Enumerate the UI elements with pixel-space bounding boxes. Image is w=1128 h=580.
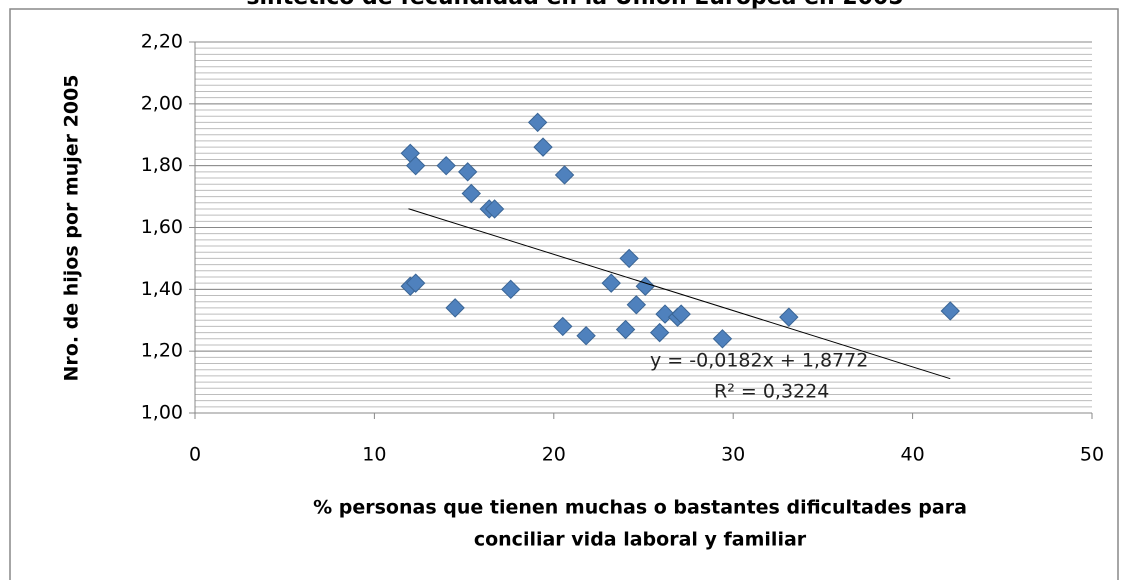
x-axis-title: % personas que tienen muchas o bastantes… [313,497,967,519]
trendline [408,208,951,380]
y-tick-label: 2,20 [141,31,183,53]
point [940,301,960,321]
y-tick-label: 1,00 [141,402,183,424]
point [501,279,521,300]
point [527,112,548,133]
x-tick-label: 40 [901,444,925,466]
chart-frame [9,8,1119,580]
point [445,298,465,318]
x-tick-label: 10 [362,444,386,466]
point [649,322,670,343]
x-tick-label: 50 [1080,444,1104,466]
point [626,295,647,315]
x-tick-label: 20 [542,444,566,466]
y-tick-label: 1,40 [141,278,183,300]
y-tick-label: 1,80 [141,154,183,176]
point [405,273,426,293]
point [671,304,691,324]
point [554,165,575,185]
point [461,183,481,204]
y-axis-title: Nro. de hijos por mujer 2005 [61,74,83,381]
y-tick-label: 2,00 [141,92,183,114]
point [601,273,621,293]
point [457,162,478,182]
point [533,137,553,157]
point [405,155,426,176]
point [655,304,675,324]
x-tick-label: 30 [721,444,745,466]
x-axis-title: conciliar vida laboral y familiar [474,529,807,551]
point [484,199,505,219]
trendline-r2: R² = 0,3224 [714,381,829,403]
x-tick-label: 0 [189,444,201,466]
point [576,326,596,346]
point [553,316,573,337]
trendline-equation: y = -0,0182x + 1,8772 [650,350,868,372]
point [436,155,456,176]
chart-title: sintético de fecundidad en la Unión Euro… [246,0,903,10]
y-tick-label: 1,60 [141,216,183,238]
point [635,276,656,296]
point [779,307,799,327]
point [619,248,639,269]
point [615,319,636,340]
point [712,329,733,349]
y-tick-label: 1,20 [141,340,183,362]
